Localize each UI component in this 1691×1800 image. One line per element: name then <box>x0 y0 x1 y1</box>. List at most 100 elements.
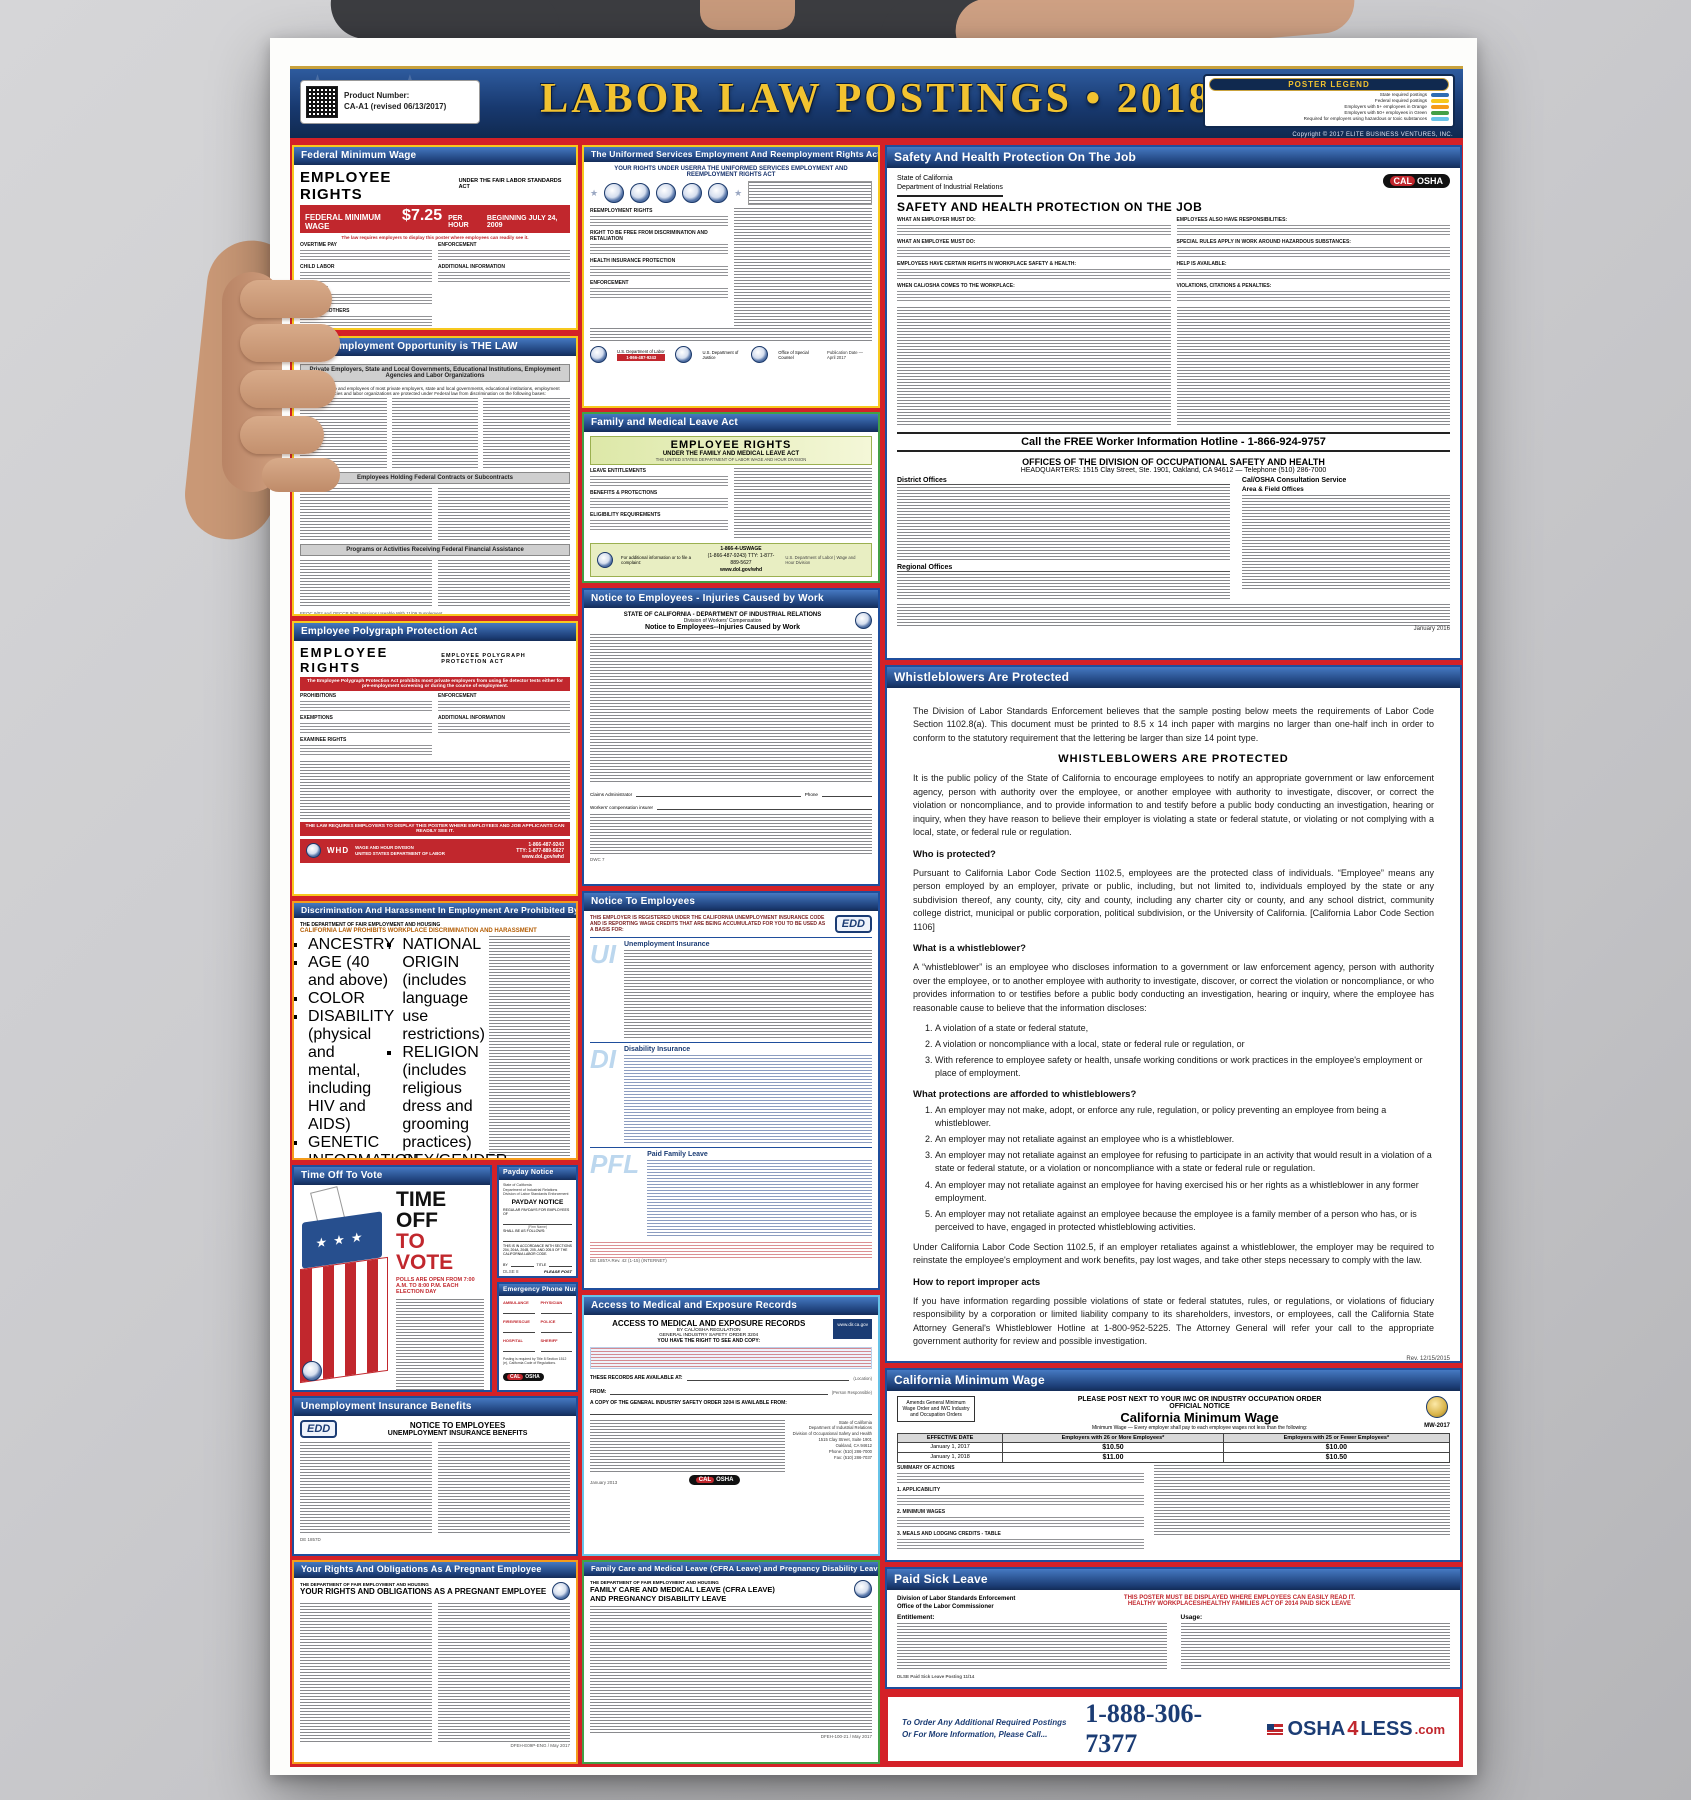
payday-title-label: TITLE <box>536 1262 547 1267</box>
osc-seal-icon <box>751 346 769 364</box>
section-title: California Minimum Wage <box>887 1370 1460 1391</box>
payday-schedule-blank <box>503 1233 572 1242</box>
text-lines <box>897 487 1230 562</box>
section-title: Payday Notice <box>499 1167 576 1180</box>
userra-subhead: REEMPLOYMENT RIGHTS <box>590 208 728 227</box>
camw-wage-value: $10.00 <box>1222 1441 1451 1453</box>
pregnant-agency: THE DEPARTMENT OF FAIR EMPLOYMENT AND HO… <box>300 1581 429 1587</box>
text-lines <box>1176 307 1450 428</box>
section-title: Federal Minimum Wage <box>294 147 576 165</box>
section-family-medical-leave-act: Family and Medical Leave Act EMPLOYEE RI… <box>582 412 880 583</box>
legend-swatch-federal <box>1431 98 1449 103</box>
access-agency-line: Phone: (510) 286-7000 <box>828 1448 872 1454</box>
safety-subhead: HELP IS AVAILABLE: <box>1177 261 1451 280</box>
text-lines <box>438 1602 570 1743</box>
psl-usage-heading: Usage: <box>1180 1614 1203 1622</box>
access-sub2: GENERAL INDUSTRY SAFETY ORDER 3204 <box>659 1332 759 1338</box>
discrim-basis: RELIGION (includes religious dress and g… <box>402 1044 483 1152</box>
userra-col1: REEMPLOYMENT RIGHTS RIGHT TO BE FREE FROM… <box>590 208 728 326</box>
edd-logo: EDD <box>834 914 872 933</box>
text-lines <box>396 1298 484 1390</box>
section-title: Your Rights And Obligations As A Pregnan… <box>294 1562 576 1578</box>
polygraph-subhead: EXAMINEE RIGHTS <box>300 737 432 756</box>
polygraph-phone: 1-866-487-9243 <box>528 841 564 848</box>
legend-row: Required for employers using hazardous o… <box>1209 116 1449 121</box>
camw-subtitle: Minimum Wage — Every employer shall pay … <box>1091 1424 1308 1431</box>
polygraph-web: www.dol.gov/whd <box>521 853 564 860</box>
whistle-discloses-list: A violation of a state or federal statut… <box>935 1022 1434 1080</box>
pregnant-form-id: DFEH-E09P-ENG / May 2017 <box>510 1742 570 1748</box>
camw-wage-value: $10.50 <box>1222 1451 1451 1463</box>
legend-row: Employers with 50+ employees in Green <box>1209 110 1449 115</box>
discrim-basis: AGE (40 and above) <box>308 954 389 990</box>
fmla-agency: THE UNITED STATES DEPARTMENT OF LABOR WA… <box>655 456 807 462</box>
section-pregnant-employee-rights: Your Rights And Obligations As A Pregnan… <box>292 1560 578 1764</box>
emergency-blank <box>503 1324 535 1334</box>
section-title: Employee Polygraph Protection Act <box>294 623 576 641</box>
section-title: Emergency Phone Numbers <box>499 1284 576 1297</box>
brand-com: .com <box>1414 1721 1445 1737</box>
whistle-discloses-item: With reference to employee safety or hea… <box>935 1054 1434 1080</box>
cal-osha-badge: CAL OSHA <box>503 1373 544 1382</box>
safety-text-columns2 <box>897 307 1450 428</box>
camw-effective-date: January 1, 2017 <box>896 1441 1004 1453</box>
whistle-protections-heading: What protections are afforded to whistle… <box>913 1089 1137 1101</box>
section-title: Notice To Employees <box>584 893 878 911</box>
cal-osha-badge: CAL OSHA <box>688 1474 741 1485</box>
psl-agency1: Division of Labor Standards Enforcement <box>897 1595 1016 1602</box>
text-lines <box>300 1441 432 1534</box>
access-field2-note: (Person Responsible) <box>831 1389 872 1395</box>
camw-post-note: PLEASE POST NEXT TO YOUR IWC OR INDUSTRY… <box>1077 1395 1322 1403</box>
eeo-audience: Private Employers, State and Local Gover… <box>300 363 570 382</box>
payday-headline: PAYDAY NOTICE <box>511 1198 564 1206</box>
section-title: The Uniformed Services Employment And Re… <box>584 147 878 163</box>
whistle-discloses-item: A violation of a state or federal statut… <box>935 1022 1434 1035</box>
vote-big-text-1: TIME OFF <box>396 1187 447 1232</box>
safety-subhead: WHAT AN EMPLOYER MUST DO: <box>897 217 1171 236</box>
us-doj-seal-icon <box>675 346 693 364</box>
product-label: Product Number: <box>344 91 410 101</box>
product-number-text: Product Number: CA-A1 (revised 06/13/201… <box>344 91 446 113</box>
polygraph-col1: PROHIBITIONS EXEMPTIONS EXAMINEE RIGHTS <box>300 693 432 759</box>
section-title: Access to Medical and Exposure Records <box>584 1297 878 1315</box>
fmla-subhead: LEAVE ENTITLEMENTS <box>590 468 728 487</box>
whistle-what-text: A “whistleblower” is an employee who dis… <box>913 962 1434 1013</box>
fmla-headline-sub: UNDER THE FAMILY AND MEDICAL LEAVE ACT <box>662 450 800 457</box>
hand-finger <box>240 324 340 362</box>
polygraph-agency2: UNITED STATES DEPARTMENT OF LABOR <box>355 850 445 856</box>
text-lines <box>391 397 479 468</box>
polygraph-subhead: ADDITIONAL INFORMATION <box>438 715 570 734</box>
eeo-intro: Applicants to and employees of most priv… <box>310 385 560 396</box>
edd-logo: EDD <box>300 1419 338 1438</box>
discrim-text-columns: ANCESTRYAGE (40 and above)COLORDISABILIT… <box>300 936 570 1158</box>
psl-entitlement-heading: Entitlement: <box>897 1614 935 1622</box>
access-headline: ACCESS TO MEDICAL AND EXPOSURE RECORDS <box>612 1318 806 1328</box>
text-lines <box>438 559 570 608</box>
pregnant-headline: YOUR RIGHTS AND OBLIGATIONS AS A PREGNAN… <box>300 1586 547 1596</box>
cfra-headline2: AND PREGNANCY DISABILITY LEAVE <box>590 1593 727 1603</box>
camw-col-header: EFFECTIVE DATE <box>896 1432 1004 1443</box>
text-lines <box>1241 495 1450 592</box>
discrim-basis: SEX/GENDER (includes pregnancy, childbir… <box>402 1152 507 1158</box>
cfra-form-id: DFEH-100-21 / May 2017 <box>820 1733 872 1739</box>
fmw-subhead: ADDITIONAL INFORMATION <box>438 264 570 283</box>
labor-law-poster: ★ ★ LABOR LAW POSTINGS • 2018 Product Nu… <box>270 38 1477 1775</box>
injuries-field2-label: Workers' compensation insurer <box>590 804 654 810</box>
access-field1-blank <box>686 1372 850 1381</box>
payday-please-post: PLEASE POST <box>543 1268 572 1274</box>
text-lines <box>897 574 1230 601</box>
camw-subhead: 3. MEALS AND LODGING CREDITS - TABLE <box>897 1531 1144 1550</box>
injuries-field2-blank <box>657 801 872 810</box>
whistle-protection-item: An employer may not make, adopt, or enfo… <box>935 1104 1434 1130</box>
text-lines <box>590 1346 872 1369</box>
cal-osha-cal: CAL <box>507 1374 524 1381</box>
legend-label: State required postings <box>1379 92 1427 97</box>
userra-seal-icon <box>630 183 651 204</box>
legend-row: State required postings <box>1209 92 1449 97</box>
ballot-box-icon: ★★★ <box>300 1185 388 1383</box>
edd-watermark-pfl: PFL <box>590 1148 640 1179</box>
cal-osha-osha: OSHA <box>525 1374 540 1381</box>
safety-subhead: WHEN CAL/OSHA COMES TO THE WORKPLACE: <box>897 283 1171 302</box>
brand-less: LESS <box>1360 1717 1413 1740</box>
safety-subhead: SPECIAL RULES APPLY IN WORK AROUND HAZAR… <box>1177 239 1451 258</box>
